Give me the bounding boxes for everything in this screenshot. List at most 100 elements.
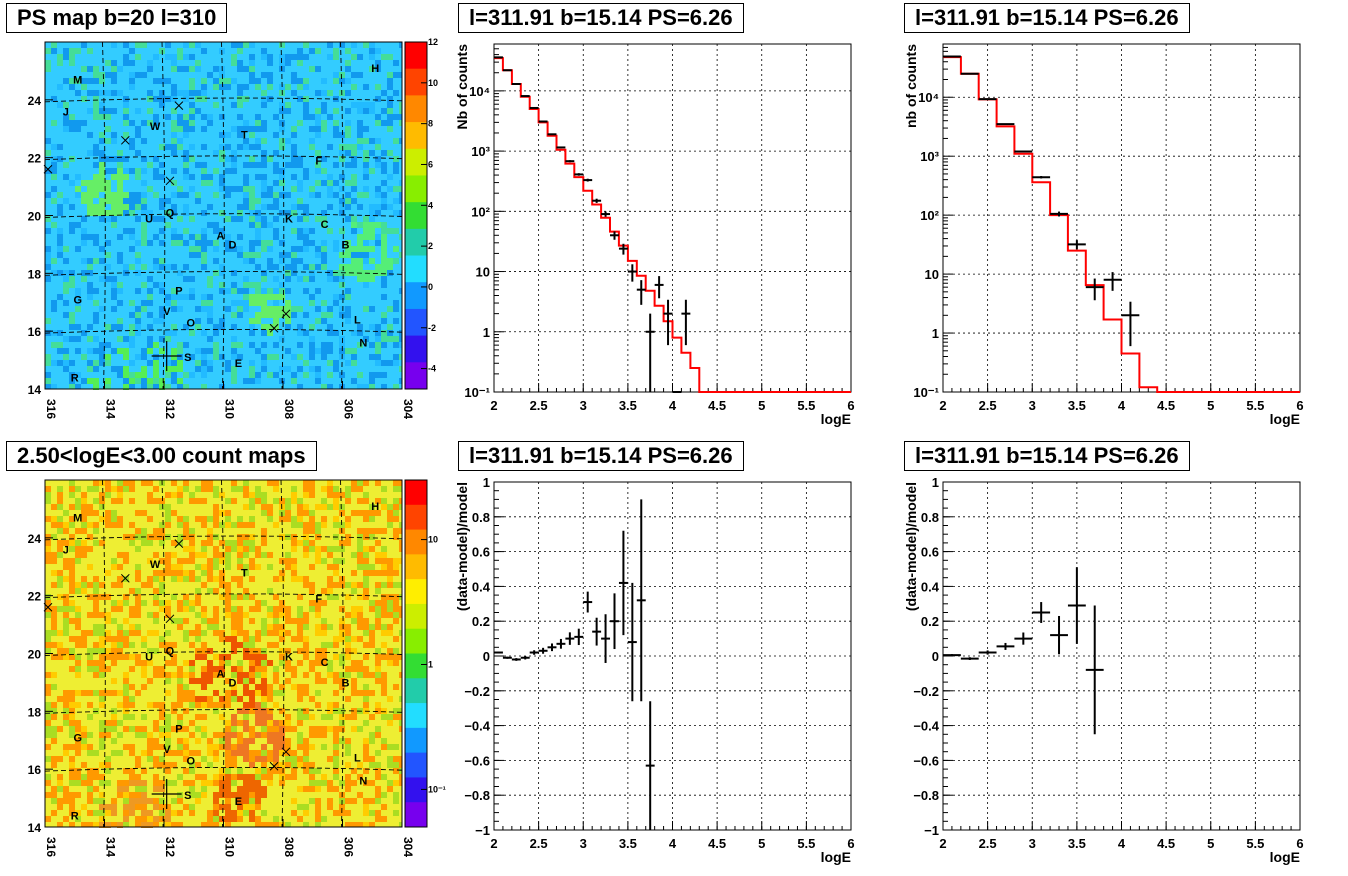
map-pixel	[63, 102, 69, 108]
map-pixel	[369, 216, 375, 222]
map-hot-pixel	[273, 744, 279, 750]
map-pixel	[399, 378, 402, 384]
map-hot-pixel	[123, 372, 129, 378]
map-pixel	[45, 516, 51, 522]
map-pixel	[231, 726, 237, 732]
map-pixel	[63, 312, 69, 318]
map-pixel	[87, 690, 93, 696]
colorbar-tick-label: 12	[428, 37, 438, 47]
map-pixel	[165, 372, 171, 378]
map-pixel	[261, 288, 267, 294]
map-pixel	[375, 336, 381, 342]
map-pixel	[213, 780, 219, 786]
map-pixel	[357, 822, 363, 827]
map-pixel	[111, 660, 117, 666]
map-pixel	[399, 114, 402, 120]
map-pixel	[135, 726, 141, 732]
map-pixel	[249, 240, 255, 246]
map-pixel	[87, 264, 93, 270]
map-pixel	[363, 582, 369, 588]
map-pixel	[303, 822, 309, 827]
map-pixel	[45, 192, 51, 198]
map-pixel	[87, 288, 93, 294]
map-pixel	[333, 240, 339, 246]
map-pixel	[93, 288, 99, 294]
map-pixel	[339, 336, 345, 342]
x-tick-label: 3	[1029, 836, 1036, 851]
map-pixel	[141, 726, 147, 732]
map-pixel	[105, 636, 111, 642]
map-pixel	[129, 48, 135, 54]
map-pixel	[255, 282, 261, 288]
map-pixel	[345, 654, 351, 660]
map-pixel	[57, 240, 63, 246]
map-hot-pixel	[267, 330, 273, 336]
map-pixel	[381, 744, 387, 750]
map-pixel	[177, 666, 183, 672]
map-pixel	[75, 726, 81, 732]
y-tick-label: 0	[932, 649, 939, 664]
map-pixel	[117, 792, 123, 798]
map-pixel	[399, 480, 402, 486]
y-tick-label: 10	[476, 265, 490, 280]
map-pixel	[219, 522, 225, 528]
map-pixel	[171, 702, 177, 708]
map-pixel	[93, 318, 99, 324]
map-pixel	[351, 822, 357, 827]
map-pixel	[69, 648, 75, 654]
map-pixel	[393, 504, 399, 510]
map-pixel	[105, 114, 111, 120]
map-pixel	[291, 210, 297, 216]
map-pixel	[267, 480, 273, 486]
map-pixel	[231, 162, 237, 168]
map-pixel	[321, 504, 327, 510]
map-pixel	[213, 576, 219, 582]
map-pixel	[171, 96, 177, 102]
map-pixel	[339, 144, 345, 150]
map-pixel	[327, 228, 333, 234]
map-pixel	[285, 660, 291, 666]
map-pixel	[255, 372, 261, 378]
map-pixel	[279, 240, 285, 246]
map-pixel	[249, 660, 255, 666]
map-pixel	[213, 588, 219, 594]
map-pixel	[129, 612, 135, 618]
map-pixel	[249, 750, 255, 756]
map-pixel	[135, 72, 141, 78]
map-pixel	[195, 798, 201, 804]
map-pixel	[183, 384, 189, 389]
map-pixel	[195, 552, 201, 558]
map-pixel	[327, 726, 333, 732]
map-pixel	[69, 360, 75, 366]
map-pixel	[255, 816, 261, 822]
map-pixel	[345, 780, 351, 786]
map-pixel	[177, 126, 183, 132]
map-pixel	[99, 132, 105, 138]
map-pixel	[69, 78, 75, 84]
y-tick-label: 16	[28, 763, 42, 777]
map-pixel	[321, 714, 327, 720]
map-pixel	[399, 288, 402, 294]
map-pixel	[237, 48, 243, 54]
map-pixel	[333, 276, 339, 282]
map-pixel	[189, 750, 195, 756]
map-pixel	[117, 720, 123, 726]
map-pixel	[183, 372, 189, 378]
map-pixel	[387, 360, 393, 366]
map-pixel	[339, 576, 345, 582]
map-pixel	[273, 690, 279, 696]
map-pixel	[183, 738, 189, 744]
map-pixel	[369, 354, 375, 360]
map-hot-pixel	[225, 738, 231, 744]
map-pixel	[237, 630, 243, 636]
map-pixel	[237, 738, 243, 744]
map-pixel	[165, 600, 171, 606]
map-pixel	[117, 750, 123, 756]
map-pixel	[57, 786, 63, 792]
map-pixel	[303, 240, 309, 246]
map-pixel	[123, 792, 129, 798]
map-pixel	[345, 786, 351, 792]
map-pixel	[267, 264, 273, 270]
map-pixel	[249, 342, 255, 348]
map-pixel	[147, 120, 153, 126]
